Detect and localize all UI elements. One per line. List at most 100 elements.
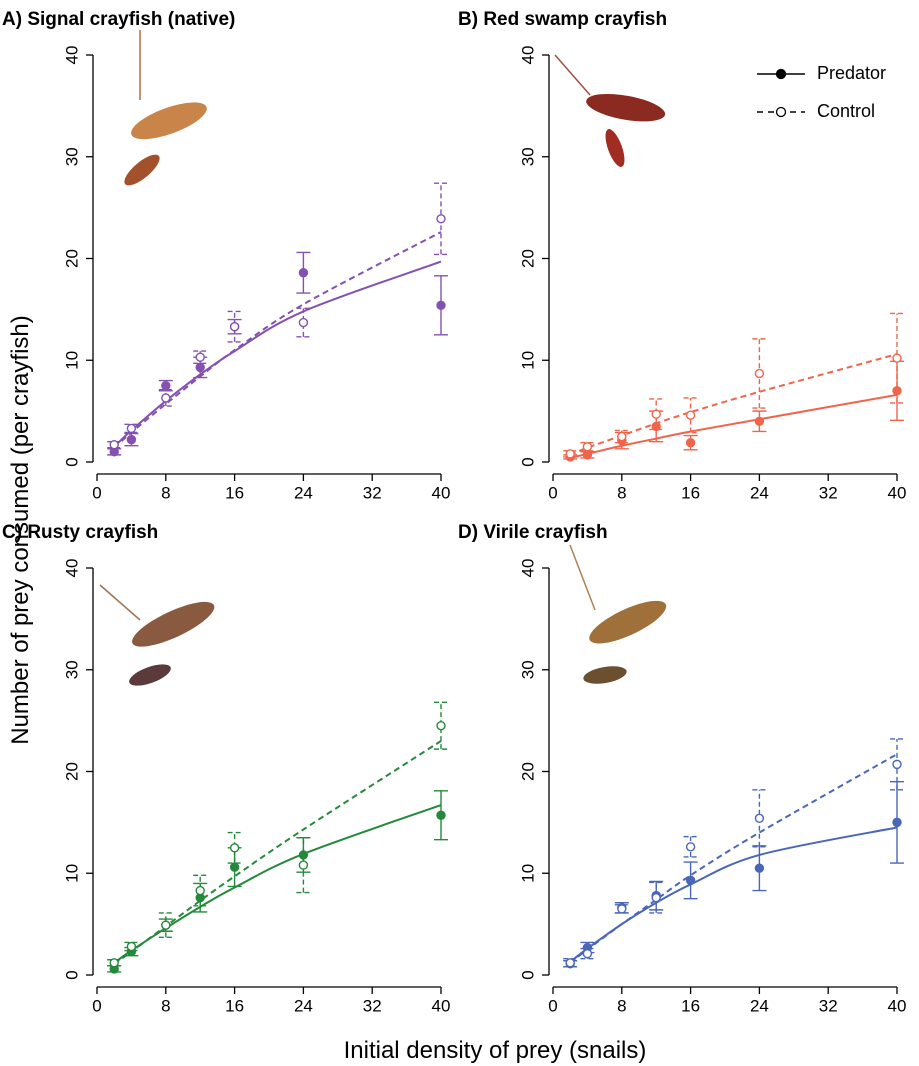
- data-point: [754, 813, 765, 824]
- legend-marker: [775, 68, 787, 80]
- data-point: [685, 842, 696, 852]
- y-tick-label: 20: [62, 249, 81, 268]
- x-tick-label: 8: [617, 483, 626, 502]
- y-tick-label: 40: [518, 46, 537, 65]
- x-tick-label: 8: [161, 996, 170, 1015]
- x-tick-label: 32: [363, 996, 382, 1015]
- x-tick-label: 16: [681, 996, 700, 1015]
- data-point: [582, 948, 593, 959]
- y-tick-label: 30: [518, 147, 537, 166]
- x-tick-label: 32: [819, 996, 838, 1015]
- y-tick-label: 0: [62, 457, 81, 466]
- x-tick-label: 8: [617, 996, 626, 1015]
- panel: A) Signal crayfish (native) 0 10 20 30 40 0 8 16…: [2, 9, 450, 502]
- error-bar: [434, 701, 448, 750]
- x-tick-label: 40: [432, 483, 451, 502]
- error-bar: [227, 831, 242, 864]
- data-point: [109, 958, 119, 968]
- x-tick-label: 8: [161, 483, 170, 502]
- data-point: [161, 920, 171, 930]
- data-point: [892, 817, 902, 828]
- data-point: [651, 409, 661, 419]
- crayfish-photo: [99, 584, 215, 686]
- data-point: [126, 941, 137, 952]
- x-tick-label: 40: [888, 996, 907, 1015]
- y-tick-label: 30: [62, 660, 81, 679]
- x-tick-label: 32: [819, 483, 838, 502]
- y-axis-label: Number of prey consumed (per crayfish): [7, 315, 34, 745]
- data-point: [754, 416, 765, 426]
- data-point: [126, 434, 137, 445]
- data-point: [892, 353, 902, 363]
- legend-marker: [775, 106, 787, 118]
- y-tick-label: 0: [62, 970, 81, 979]
- y-tick-label: 40: [518, 559, 537, 578]
- fit-curve: [113, 260, 442, 448]
- crayfish-photo: [554, 54, 666, 167]
- data-point: [617, 431, 627, 442]
- data-point: [685, 437, 696, 448]
- x-tick-label: 40: [888, 483, 907, 502]
- fit-curve: [569, 753, 898, 964]
- x-tick-label: 24: [750, 996, 769, 1015]
- error-bar: [193, 874, 208, 907]
- x-tick-label: 24: [750, 483, 769, 502]
- data-point: [754, 863, 765, 873]
- data-point: [892, 759, 902, 770]
- data-point: [436, 300, 446, 311]
- crayfish-photo: [569, 544, 667, 684]
- data-point: [436, 810, 446, 820]
- y-tick-label: 10: [62, 864, 81, 883]
- crayfish-photo: [124, 30, 207, 186]
- data-point: [229, 862, 240, 872]
- data-point: [754, 368, 765, 379]
- y-tick-label: 10: [518, 351, 537, 370]
- error-bar: [227, 310, 242, 343]
- x-tick-label: 0: [92, 996, 101, 1015]
- legend-label: Control: [817, 101, 875, 121]
- data-point: [109, 440, 119, 450]
- data-point: [126, 423, 137, 434]
- error-bar: [296, 307, 311, 338]
- y-tick-label: 10: [62, 351, 81, 370]
- x-tick-label: 16: [225, 996, 244, 1015]
- data-point: [685, 410, 696, 420]
- fit-curve: [113, 231, 442, 449]
- y-tick-label: 30: [518, 660, 537, 679]
- fit-curve: [113, 804, 442, 964]
- data-point: [195, 885, 205, 896]
- data-point: [229, 843, 240, 853]
- panel: C) Rusty crayfish 0 10 20 30 40 0 8 16 24 32 40: [2, 522, 450, 1015]
- data-point: [436, 721, 446, 731]
- panel-title: B) Red swamp crayfish: [458, 9, 667, 30]
- data-point: [195, 362, 205, 373]
- x-tick-label: 24: [294, 483, 313, 502]
- x-tick-label: 40: [432, 996, 451, 1015]
- data-point: [565, 449, 575, 459]
- y-tick-label: 0: [518, 970, 537, 979]
- y-tick-label: 40: [62, 559, 81, 578]
- x-tick-label: 0: [92, 483, 101, 502]
- panel: B) Red swamp crayfish 0 10 20 30 40 0 8 16 24 32 40…: [458, 9, 906, 502]
- fit-curve: [569, 353, 898, 456]
- panel-title: C) Rusty crayfish: [2, 522, 158, 543]
- y-tick-label: 10: [518, 864, 537, 883]
- data-point: [298, 860, 309, 870]
- x-tick-label: 16: [225, 483, 244, 502]
- panel-title: D) Virile crayfish: [458, 522, 608, 543]
- error-bar: [649, 398, 664, 431]
- data-point: [229, 321, 240, 332]
- y-tick-label: 20: [62, 762, 81, 781]
- error-bar: [649, 881, 664, 914]
- x-tick-label: 16: [681, 483, 700, 502]
- data-point: [298, 268, 309, 278]
- data-point: [436, 214, 446, 224]
- y-tick-label: 0: [518, 457, 537, 466]
- x-tick-label: 0: [548, 996, 557, 1015]
- panel-title: A) Signal crayfish (native): [2, 9, 235, 30]
- x-tick-label: 32: [363, 483, 382, 502]
- panel: D) Virile crayfish 0 10 20 30 40 0 8 16 24 32 40: [458, 522, 906, 1015]
- y-tick-label: 30: [62, 147, 81, 166]
- data-point: [298, 317, 309, 328]
- data-point: [161, 393, 171, 403]
